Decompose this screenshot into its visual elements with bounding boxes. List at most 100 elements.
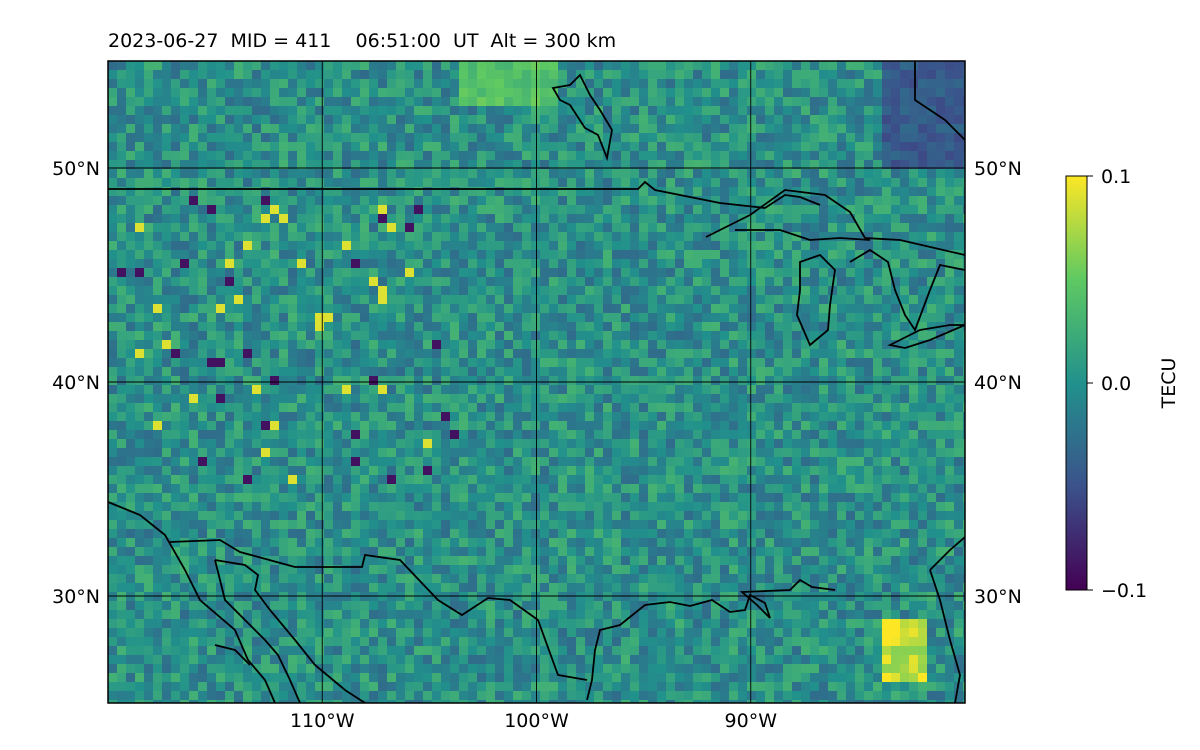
tec-pixel bbox=[135, 331, 144, 340]
tec-pixel bbox=[927, 376, 936, 385]
tec-pixel bbox=[468, 421, 477, 430]
tec-pixel bbox=[621, 421, 630, 430]
tec-pixel bbox=[144, 178, 153, 187]
tec-pixel bbox=[162, 250, 171, 259]
tec-pixel bbox=[585, 340, 594, 349]
tec-pixel bbox=[459, 520, 468, 529]
tec-pixel bbox=[432, 106, 441, 115]
tec-pixel bbox=[261, 70, 270, 79]
tec-pixel bbox=[135, 439, 144, 448]
tec-pixel bbox=[468, 151, 477, 160]
tec-pixel bbox=[387, 268, 396, 277]
tec-pixel bbox=[171, 349, 180, 358]
tec-pixel bbox=[351, 331, 360, 340]
tec-pixel bbox=[909, 520, 918, 529]
tec-pixel bbox=[621, 511, 630, 520]
tec-pixel bbox=[279, 142, 288, 151]
tec-pixel bbox=[621, 475, 630, 484]
tec-pixel bbox=[666, 466, 675, 475]
tec-pixel bbox=[918, 205, 927, 214]
tec-pixel bbox=[639, 259, 648, 268]
tec-pixel bbox=[810, 295, 819, 304]
tec-pixel bbox=[765, 133, 774, 142]
tec-pixel bbox=[738, 295, 747, 304]
tec-pixel bbox=[198, 61, 207, 70]
tec-pixel bbox=[279, 439, 288, 448]
tec-pixel bbox=[306, 520, 315, 529]
tec-pixel bbox=[693, 295, 702, 304]
tec-pixel bbox=[432, 223, 441, 232]
tec-pixel bbox=[414, 268, 423, 277]
tec-pixel bbox=[657, 448, 666, 457]
tec-pixel bbox=[693, 268, 702, 277]
tec-pixel bbox=[846, 421, 855, 430]
tec-pixel bbox=[918, 97, 927, 106]
tec-pixel bbox=[567, 223, 576, 232]
tec-pixel bbox=[711, 79, 720, 88]
tec-pixel bbox=[306, 286, 315, 295]
tec-pixel bbox=[594, 268, 603, 277]
tec-pixel bbox=[711, 232, 720, 241]
tec-pixel bbox=[936, 160, 945, 169]
tec-pixel bbox=[342, 304, 351, 313]
tec-pixel bbox=[639, 493, 648, 502]
tec-pixel bbox=[810, 232, 819, 241]
tec-pixel bbox=[513, 349, 522, 358]
tec-pixel bbox=[819, 475, 828, 484]
tec-pixel bbox=[864, 241, 873, 250]
tec-pixel bbox=[441, 304, 450, 313]
tec-pixel bbox=[936, 196, 945, 205]
tec-pixel bbox=[810, 520, 819, 529]
tec-pixel bbox=[657, 466, 666, 475]
tec-pixel bbox=[801, 160, 810, 169]
tec-pixel bbox=[693, 259, 702, 268]
tec-pixel bbox=[513, 511, 522, 520]
tec-pixel bbox=[360, 466, 369, 475]
tec-pixel bbox=[585, 511, 594, 520]
tec-pixel bbox=[765, 61, 774, 70]
tec-pixel bbox=[333, 340, 342, 349]
tec-pixel bbox=[783, 466, 792, 475]
tec-pixel bbox=[666, 412, 675, 421]
tec-pixel bbox=[621, 430, 630, 439]
tec-pixel bbox=[468, 61, 477, 70]
tec-pixel bbox=[369, 313, 378, 322]
tec-pixel bbox=[297, 322, 306, 331]
tec-pixel bbox=[738, 277, 747, 286]
tec-pixel bbox=[324, 322, 333, 331]
tec-pixel bbox=[423, 250, 432, 259]
tec-pixel bbox=[792, 502, 801, 511]
tec-pixel bbox=[621, 313, 630, 322]
tec-pixel bbox=[864, 70, 873, 79]
tec-pixel bbox=[108, 61, 117, 70]
tec-pixel bbox=[261, 475, 270, 484]
tec-pixel bbox=[189, 421, 198, 430]
tec-pixel bbox=[153, 520, 162, 529]
tec-pixel bbox=[819, 349, 828, 358]
tec-pixel bbox=[387, 358, 396, 367]
tec-pixel bbox=[378, 394, 387, 403]
tec-pixel bbox=[225, 367, 234, 376]
tec-pixel bbox=[333, 511, 342, 520]
tec-pixel bbox=[360, 475, 369, 484]
tec-pixel bbox=[360, 259, 369, 268]
tec-pixel bbox=[486, 115, 495, 124]
tec-pixel bbox=[756, 88, 765, 97]
tec-pixel bbox=[576, 403, 585, 412]
tec-pixel bbox=[360, 232, 369, 241]
tec-pixel bbox=[414, 97, 423, 106]
tec-pixel bbox=[225, 70, 234, 79]
tec-pixel bbox=[450, 457, 459, 466]
tec-pixel bbox=[576, 448, 585, 457]
tec-pixel bbox=[882, 61, 891, 70]
tec-pixel bbox=[495, 430, 504, 439]
tec-pixel bbox=[882, 385, 891, 394]
tec-pixel bbox=[810, 358, 819, 367]
tec-pixel bbox=[693, 133, 702, 142]
tec-pixel bbox=[585, 178, 594, 187]
tec-pixel bbox=[324, 340, 333, 349]
tec-pixel bbox=[828, 151, 837, 160]
tec-pixel bbox=[729, 79, 738, 88]
tec-pixel bbox=[144, 439, 153, 448]
tec-pixel bbox=[891, 466, 900, 475]
